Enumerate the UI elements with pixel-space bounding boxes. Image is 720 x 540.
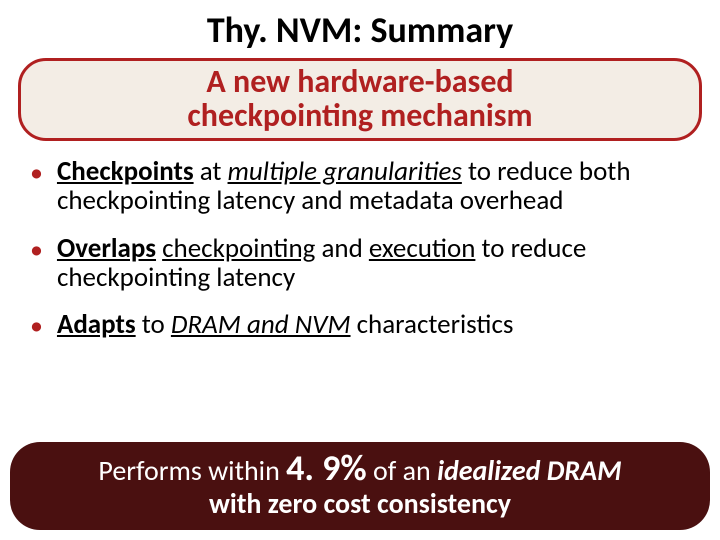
bottom-callout: Performs within 4. 9% of an idealized DR… xyxy=(10,442,710,530)
bullet-dot: • xyxy=(30,236,43,262)
b2-u1: checkpointing xyxy=(162,232,315,265)
bottom-line-2: with zero cost consistency xyxy=(24,489,696,520)
b1-t2: at xyxy=(194,155,228,188)
b3-t2: to xyxy=(136,308,171,341)
b1-em: multiple granularities xyxy=(228,155,462,188)
bullet-item-3: • Adapts to DRAM and NVM characteristics xyxy=(20,310,700,339)
page-title: Thy. NVM: Summary xyxy=(0,0,720,56)
headline-bot: checkpointing mechanism xyxy=(31,99,689,133)
bullet-list: • Checkpoints at multiple granularities … xyxy=(0,147,720,339)
bullet-text-2: Overlaps checkpointing and execution to … xyxy=(57,234,700,292)
b3-strong: Adapts xyxy=(57,308,136,341)
bullet-text-3: Adapts to DRAM and NVM characteristics xyxy=(57,310,514,339)
b3-em: DRAM and NVM xyxy=(171,308,351,341)
bottom-pct: 4. 9% xyxy=(286,446,367,490)
bullet-item-2: • Overlaps checkpointing and execution t… xyxy=(20,234,700,292)
b3-t4: characteristics xyxy=(351,308,514,341)
bullet-dot: • xyxy=(30,159,43,185)
bottom-line-1: Performs within 4. 9% of an idealized DR… xyxy=(24,448,696,489)
bottom-l1c: idealized DRAM xyxy=(437,453,621,488)
bottom-l1a: Performs within xyxy=(98,453,286,488)
b2-strong: Overlaps xyxy=(57,232,156,265)
b1-strong: Checkpoints xyxy=(57,155,194,188)
b2-u2: execution xyxy=(369,232,476,265)
b2-t4: and xyxy=(315,232,369,265)
bullet-item-1: • Checkpoints at multiple granularities … xyxy=(20,157,700,215)
headline-top: A new hardware-based xyxy=(31,65,689,99)
bottom-l1b: of an xyxy=(367,453,437,488)
bullet-text-1: Checkpoints at multiple granularities to… xyxy=(57,157,700,215)
headline-box: A new hardware-based checkpointing mecha… xyxy=(18,58,702,141)
bullet-dot: • xyxy=(30,312,43,338)
